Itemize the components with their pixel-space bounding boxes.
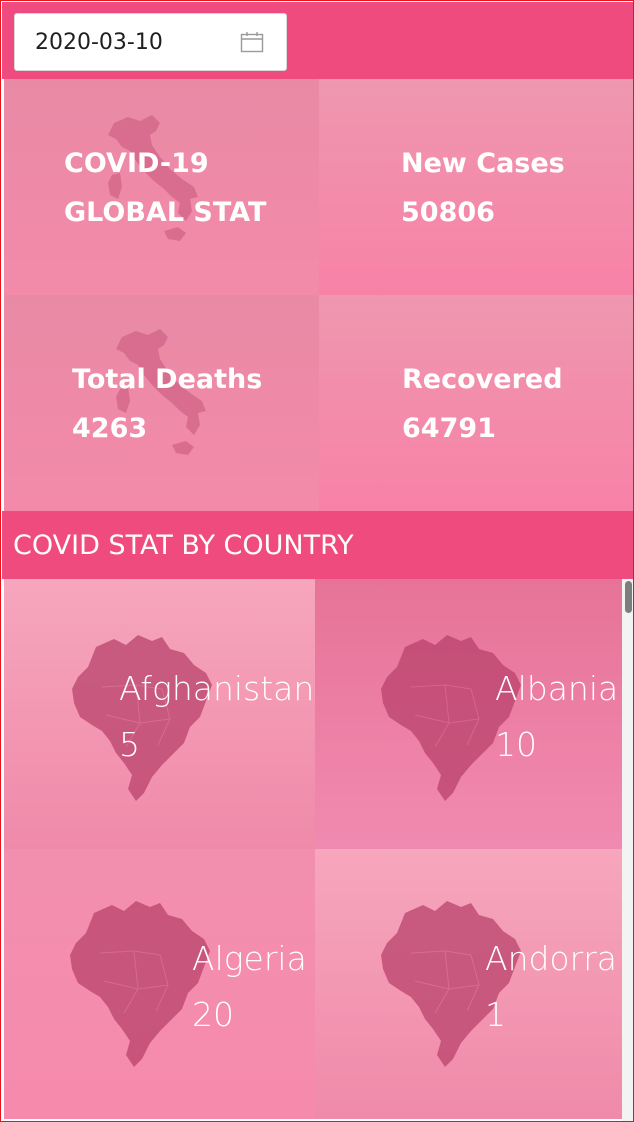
date-input[interactable] [15,29,225,55]
global-stat-title-line2: GLOBAL STAT [64,197,267,228]
total-deaths-value: 4263 [72,413,148,444]
new-cases-value: 50806 [401,197,495,228]
country-list[interactable]: Afghanistan 5 Albania 10 Algeria 20 Ando… [4,579,622,1121]
country-section-title: COVID STAT BY COUNTRY [2,511,633,579]
country-count: 5 [119,725,140,764]
country-card[interactable]: Afghanistan 5 [4,579,315,849]
global-stat-title-line1: COVID-19 [64,148,209,179]
country-card[interactable]: Algeria 20 [4,849,315,1119]
recovered-tile: Recovered 64791 [319,295,633,511]
global-stats-grid: COVID-19 GLOBAL STAT New Cases 50806 Tot… [4,79,633,511]
country-name: Andorra [485,939,617,978]
calendar-icon[interactable] [240,31,264,53]
total-deaths-tile: Total Deaths 4263 [4,295,319,511]
country-name: Algeria [192,939,307,978]
new-cases-tile: New Cases 50806 [319,79,633,295]
country-card[interactable]: Albania 10 [315,579,622,849]
country-count: 1 [485,995,506,1034]
new-cases-label: New Cases [401,148,565,179]
top-bar [2,2,633,79]
country-count: 20 [192,995,234,1034]
country-list-scrollbar[interactable] [622,579,633,1121]
scrollbar-thumb[interactable] [625,581,632,613]
recovered-label: Recovered [402,364,563,395]
recovered-value: 64791 [402,413,496,444]
date-picker[interactable] [14,13,287,71]
total-deaths-label: Total Deaths [72,364,263,395]
country-count: 10 [495,725,537,764]
global-stat-title-tile: COVID-19 GLOBAL STAT [4,79,319,295]
country-name: Albania [495,669,619,708]
country-name: Afghanistan [119,669,315,708]
country-card[interactable]: Andorra 1 [315,849,622,1119]
